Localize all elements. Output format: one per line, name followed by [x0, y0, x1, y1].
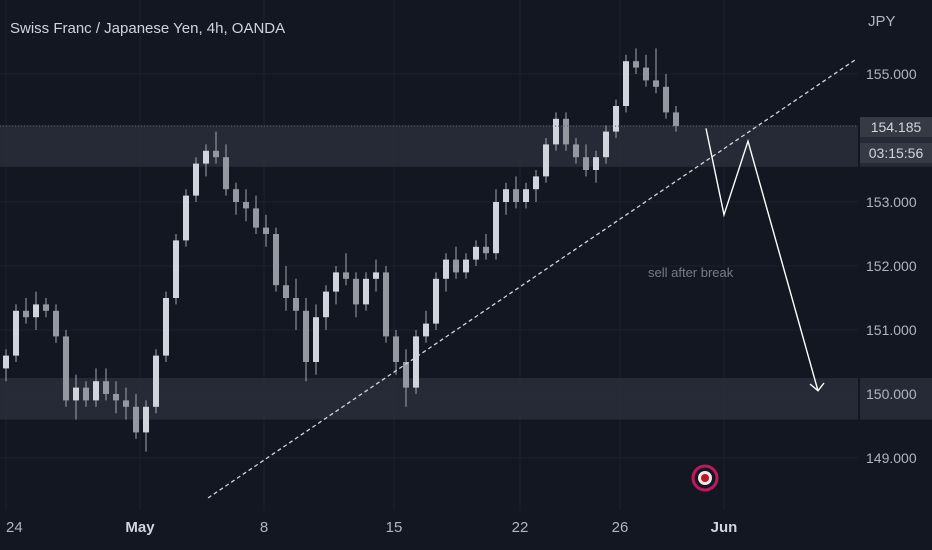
candle-body: [3, 355, 9, 369]
candle-body: [603, 131, 609, 158]
x-tick-label: 26: [612, 519, 629, 536]
candle-body: [573, 144, 579, 158]
event-marker-icon: [691, 464, 719, 492]
candle-body: [523, 189, 529, 202]
candle-body: [363, 278, 369, 305]
y-tick-label: 150.000: [866, 386, 917, 402]
candle-body: [313, 317, 319, 362]
candle-body: [533, 176, 539, 190]
candle-body: [633, 61, 639, 68]
candle-body: [673, 112, 679, 127]
candle-body: [473, 246, 479, 260]
candle-body: [583, 157, 589, 170]
candle-body: [303, 310, 309, 362]
y-tick-label: 149.000: [866, 450, 917, 466]
candle-body: [283, 285, 289, 298]
candle-body: [73, 387, 79, 401]
candle-body: [13, 310, 19, 356]
candle-body: [93, 381, 99, 401]
candle-body: [213, 150, 219, 158]
x-tick-label: 24: [6, 519, 23, 536]
candle-body: [143, 406, 149, 433]
zone-band: [0, 125, 858, 167]
x-tick-label: May: [125, 519, 155, 536]
candle-body: [593, 157, 599, 170]
y-tick-label: 152.000: [866, 258, 917, 274]
candle-body: [433, 278, 439, 324]
projection-arrowhead: [809, 382, 825, 392]
candle-body: [253, 208, 259, 228]
candle-body: [193, 163, 199, 196]
candle-body: [233, 189, 239, 202]
candle-body: [123, 400, 129, 407]
candle-body: [543, 144, 549, 177]
candle-body: [393, 336, 399, 362]
zone-band: [0, 378, 858, 420]
candle-body: [293, 298, 299, 311]
x-tick-label: 8: [260, 519, 268, 536]
candle-body: [103, 381, 109, 394]
candle-body: [503, 189, 509, 202]
candle-body: [263, 227, 269, 234]
candle-body: [343, 272, 349, 279]
candle-body: [43, 304, 49, 311]
candle-body: [273, 234, 279, 286]
annotation-label: sell after break: [648, 265, 734, 280]
x-tick-label: Jun: [711, 519, 738, 536]
y-tick-label: 153.000: [866, 194, 917, 210]
candle-body: [563, 118, 569, 145]
candle-body: [163, 298, 169, 356]
candle-body: [443, 259, 449, 279]
zone-band-axis: [860, 378, 932, 420]
candle-body: [323, 291, 329, 318]
candle-body: [383, 272, 389, 337]
candle-body: [413, 336, 419, 388]
candle-body: [23, 310, 29, 318]
current-price-badge: 154.185: [860, 117, 932, 137]
candle-body: [493, 202, 499, 254]
candle-body: [513, 189, 519, 202]
candle-body: [453, 259, 459, 273]
candle-body: [553, 118, 559, 145]
candle-body: [133, 406, 139, 433]
candle-body: [403, 362, 409, 388]
candle-body: [333, 272, 339, 292]
candle-body: [613, 106, 619, 132]
candle-body: [643, 67, 649, 81]
candle-body: [153, 355, 159, 407]
trendline: [207, 59, 856, 499]
y-tick-label: 151.000: [866, 322, 917, 338]
x-tick-label: 22: [512, 519, 529, 536]
candle-body: [63, 336, 69, 401]
candle-body: [183, 195, 189, 241]
candle-body: [243, 202, 249, 209]
currency-label: JPY: [868, 13, 896, 30]
event-marker-dot: [701, 474, 709, 482]
candle-body: [113, 394, 119, 401]
countdown-badge: 03:15:56: [860, 143, 932, 163]
candle-body: [463, 259, 469, 273]
candle-body: [653, 80, 659, 87]
candle-body: [373, 272, 379, 279]
candle-body: [223, 157, 229, 190]
chart-title: Swiss Franc / Japanese Yen, 4h, OANDA: [10, 20, 286, 37]
candle-body: [33, 304, 39, 318]
x-tick-label: 15: [386, 519, 403, 536]
candle-body: [423, 323, 429, 337]
candle-body: [203, 150, 209, 164]
candle-body: [173, 240, 179, 298]
candle-body: [623, 61, 629, 106]
y-tick-label: 155.000: [866, 66, 917, 82]
candle-body: [663, 86, 669, 113]
candle-body: [483, 246, 489, 254]
candle-body: [83, 387, 89, 401]
candle-body: [53, 310, 59, 337]
candle-body: [353, 278, 359, 305]
projection-path: [705, 128, 819, 391]
